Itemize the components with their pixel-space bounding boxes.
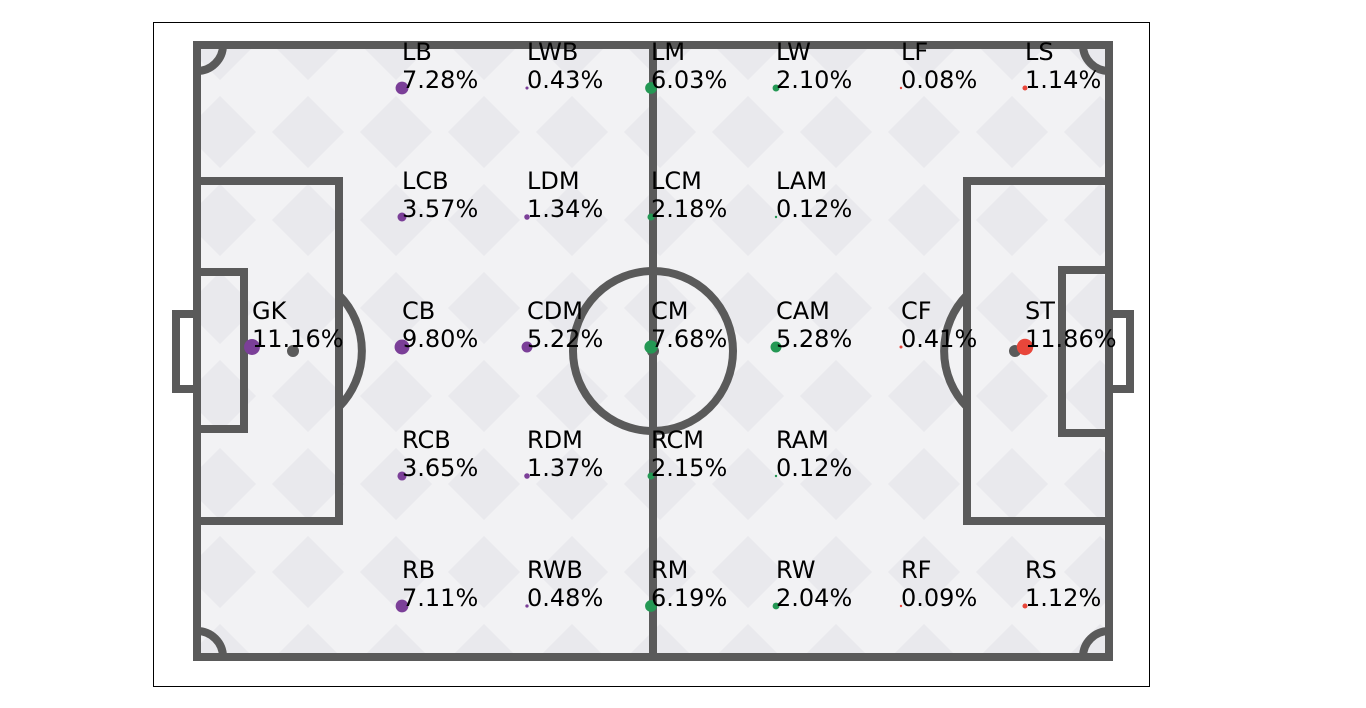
label-rf: RF [901,556,931,584]
marker-lcb [397,212,407,222]
marker-rs [1022,603,1028,609]
label-cb: CB [402,297,435,325]
value-label-rb: 7.11% [402,584,478,612]
label-rb: RB [402,556,435,584]
corner-arc-bottom-left [196,627,227,658]
value-label-rm: 6.19% [651,584,727,612]
left-goal [172,310,201,393]
marker-rm [645,600,657,612]
pitch-markings [172,41,1134,661]
label-cam: CAM [776,297,830,325]
marker-gk [244,339,260,355]
value-label-ldm: 1.34% [527,195,603,223]
marker-lw [772,84,780,92]
value-label-ls: 1.14% [1025,66,1101,94]
label-ls: LS [1025,38,1054,66]
label-lf: LF [901,38,928,66]
value-label-lam: 0.12% [776,195,852,223]
marker-ldm [524,214,530,220]
value-label-lw: 2.10% [776,66,852,94]
marker-rwb [525,604,529,608]
label-lcm: LCM [651,167,702,195]
marker-lm [645,82,657,94]
value-label-lwb: 0.43% [527,66,603,94]
label-st: ST [1025,297,1055,325]
label-cdm: CDM [527,297,583,325]
marker-rcm [647,472,655,480]
value-label-rs: 1.12% [1025,584,1101,612]
label-lam: LAM [776,167,827,195]
marker-rf [899,604,903,608]
marker-lb [395,81,409,95]
marker-rb [395,599,409,613]
marker-cdm [521,341,533,353]
label-rcm: RCM [651,426,704,454]
value-label-st: 11.86% [1025,325,1117,353]
label-ram: RAM [776,426,829,454]
marker-cf [899,345,903,349]
marker-rw [772,602,780,610]
value-label-rcm: 2.15% [651,454,727,482]
value-label-gk: 11.16% [252,325,344,353]
corner-arc-top-left [196,44,227,75]
label-gk: GK [252,297,288,325]
label-rwb: RWB [527,556,583,584]
corner-arc-top-right [1079,44,1110,75]
label-rdm: RDM [527,426,583,454]
position-markers [244,81,1034,613]
label-ldm: LDM [527,167,580,195]
label-rcb: RCB [402,426,451,454]
marker-rdm [524,473,530,479]
value-label-ram: 0.12% [776,454,852,482]
value-label-cm: 7.68% [651,325,727,353]
value-label-rdm: 1.37% [527,454,603,482]
marker-ram [774,474,778,478]
label-lcb: LCB [402,167,449,195]
marker-st [1016,338,1034,356]
value-label-cam: 5.28% [776,325,852,353]
marker-lam [774,215,778,219]
value-label-cb: 9.80% [402,325,478,353]
value-label-cf: 0.41% [901,325,977,353]
marker-cb [394,339,410,355]
label-rm: RM [651,556,688,584]
value-label-rcb: 3.65% [402,454,478,482]
label-lb: LB [402,38,432,66]
value-label-rwb: 0.48% [527,584,603,612]
marker-cam [770,341,782,353]
left-penalty-arc [336,292,366,410]
right-penalty-arc [940,292,970,410]
label-lm: LM [651,38,685,66]
value-label-lb: 7.28% [402,66,478,94]
label-rs: RS [1025,556,1057,584]
corner-arc-bottom-right [1079,627,1110,658]
value-label-cdm: 5.22% [527,325,603,353]
value-label-lcm: 2.18% [651,195,727,223]
value-label-lm: 6.03% [651,66,727,94]
label-rw: RW [776,556,815,584]
value-label-rf: 0.09% [901,584,977,612]
right-goal [1105,310,1134,393]
marker-lcm [647,213,655,221]
centre-circle [569,267,737,435]
marker-rcb [397,471,407,481]
marker-ls [1022,85,1028,91]
marker-cm [644,340,658,354]
value-label-lf: 0.08% [901,66,977,94]
label-cf: CF [901,297,932,325]
left-penalty-spot [287,345,299,357]
label-lw: LW [776,38,811,66]
marker-lwb [525,86,529,90]
marker-lf [899,86,903,90]
value-label-rw: 2.04% [776,584,852,612]
label-lwb: LWB [527,38,578,66]
value-label-lcb: 3.57% [402,195,478,223]
label-cm: CM [651,297,688,325]
